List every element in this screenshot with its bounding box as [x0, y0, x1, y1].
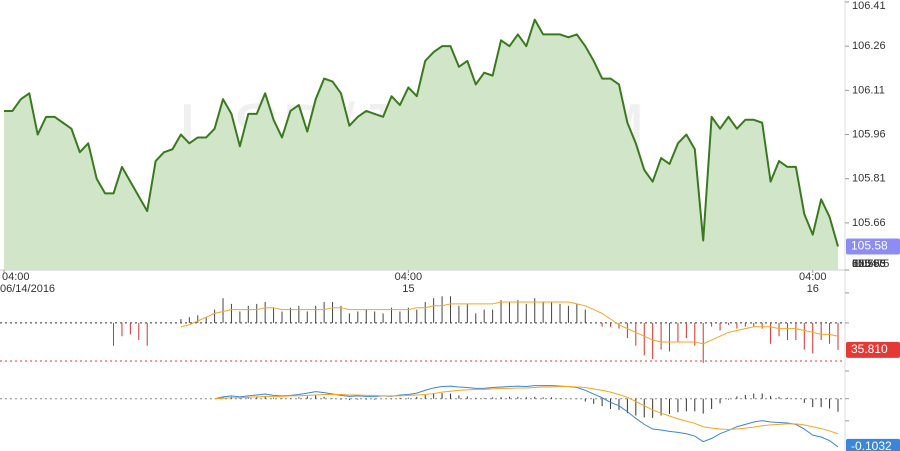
y-tick-label: 105.66: [852, 217, 886, 229]
plot-area: [4, 18, 839, 270]
y-tick-label: 105.50: [852, 258, 886, 270]
plot-area: [0, 296, 845, 363]
current-value-label: 105.58: [851, 239, 888, 253]
indicator-line: [180, 301, 839, 345]
x-tick-sublabel: 16: [807, 283, 819, 295]
y-tick-label: 106.26: [852, 40, 886, 52]
area-fill: [4, 19, 838, 270]
y-tick-label: 106.11: [852, 84, 885, 96]
y-tick-label: 106.41: [852, 0, 886, 12]
current-value-badge: [846, 341, 900, 358]
x-tick-label: 04:00: [2, 271, 30, 283]
x-tick-sublabel: 06/14/2016: [0, 283, 55, 295]
y-tick-label: 0.0593: [852, 258, 886, 270]
price-line: [4, 18, 839, 247]
y-tick-label: 50: [852, 258, 864, 270]
x-tick-sublabel: 15: [402, 283, 414, 295]
y-tick-label: 105.96: [852, 128, 886, 140]
y-tick-label: -0.0475: [852, 258, 889, 270]
current-value-label: -0.1032: [851, 439, 892, 451]
current-value-label: 35.810: [851, 342, 888, 356]
x-tick-label: 04:00: [395, 271, 423, 283]
x-tick-label: 04:00: [799, 271, 827, 283]
current-value-badge: [846, 438, 900, 451]
indicator-line: [214, 386, 839, 435]
y-tick-label: 105.81: [852, 173, 886, 185]
plot-area: [0, 385, 845, 448]
current-value-badge: [846, 238, 900, 255]
y-tick-label: 65.765: [852, 258, 886, 270]
y-tick-label: 0: [852, 258, 858, 270]
indicator-line: [214, 385, 839, 448]
